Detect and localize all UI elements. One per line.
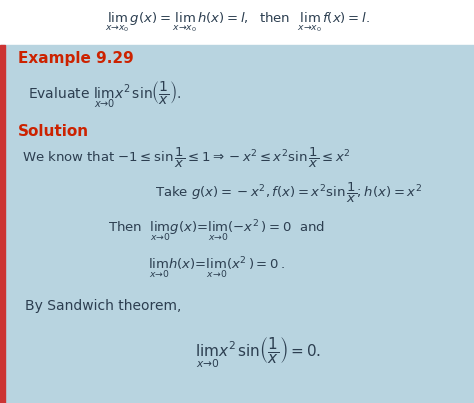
Text: Then  $\lim_{x \to 0} g(x) = \lim_{x \to 0}(-x^2) = 0$  and: Then $\lim_{x \to 0} g(x) = \lim_{x \to … (108, 218, 325, 244)
Text: $\lim_{x \to 0} h(x) = \lim_{x \to 0}(x^2) = 0\,.$: $\lim_{x \to 0} h(x) = \lim_{x \to 0}(x^… (148, 256, 285, 280)
Text: Evaluate $\lim_{x \to 0} x^2 \sin\!\left(\dfrac{1}{x}\right).$: Evaluate $\lim_{x \to 0} x^2 \sin\!\left… (28, 79, 182, 110)
Bar (0, 45, 474, 403)
Text: $\lim_{x \to x_0} g(x) = \lim_{x \to x_0} h(x) = l,$  then  $\lim_{x \to x_0} f(: $\lim_{x \to x_0} g(x) = \lim_{x \to x_0… (105, 10, 369, 34)
Text: Take $g(x) = -x^2, f(x) = x^2 \sin\dfrac{1}{x}; h(x) = x^2$: Take $g(x) = -x^2, f(x) = x^2 \sin\dfrac… (155, 181, 422, 205)
Text: We know that $-1 \leq \sin\dfrac{1}{x} \leq 1 \Rightarrow -x^2 \leq x^2 \sin\dfr: We know that $-1 \leq \sin\dfrac{1}{x} \… (22, 146, 350, 170)
Text: By Sandwich theorem,: By Sandwich theorem, (25, 299, 182, 313)
Bar (0, 0, 474, 45)
Text: Example 9.29: Example 9.29 (18, 52, 134, 66)
Bar (0, 45, 5, 403)
Text: Solution: Solution (18, 123, 89, 139)
Text: $\lim_{x \to 0} x^2 \sin\!\left(\dfrac{1}{x}\right) = 0.$: $\lim_{x \to 0} x^2 \sin\!\left(\dfrac{1… (195, 336, 321, 370)
